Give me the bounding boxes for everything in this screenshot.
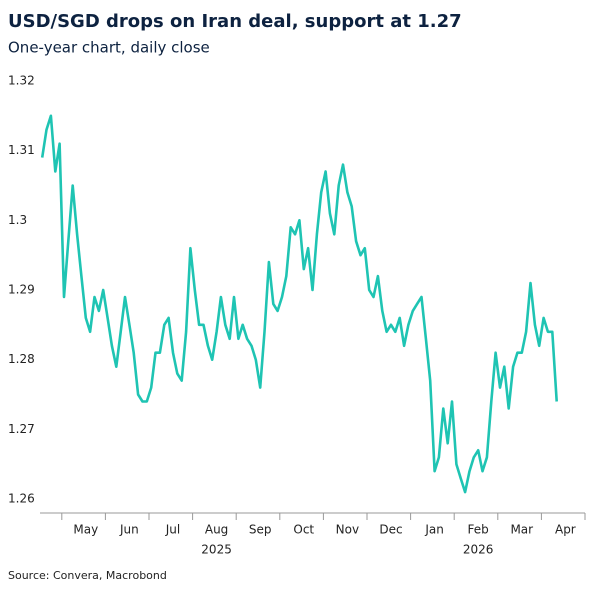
x-tick-label: Oct bbox=[293, 523, 314, 537]
x-tick-label: Apr bbox=[555, 523, 576, 537]
y-tick-label: 1.31 bbox=[8, 143, 35, 157]
source: Source: Convera, Macrobond bbox=[8, 569, 167, 582]
x-tick-label: Jan bbox=[424, 523, 444, 537]
x-tick-label: Jun bbox=[119, 523, 139, 537]
x-tick-label: Feb bbox=[468, 523, 489, 537]
y-tick-label: 1.27 bbox=[8, 422, 35, 436]
x-tick-label: Sep bbox=[249, 523, 272, 537]
y-tick-label: 1.3 bbox=[8, 213, 27, 227]
x-tick-label: Dec bbox=[379, 523, 402, 537]
chart-subtitle: One-year chart, daily close bbox=[8, 39, 210, 57]
x-tick-label: Jul bbox=[165, 523, 180, 537]
x-tick-label: Aug bbox=[205, 523, 228, 537]
y-tick-label: 1.32 bbox=[8, 73, 35, 87]
chart-title: USD/SGD drops on Iran deal, support at 1… bbox=[8, 11, 462, 32]
year-label: 2025 bbox=[201, 543, 232, 557]
y-tick-label: 1.26 bbox=[8, 492, 35, 506]
x-tick-label: Nov bbox=[336, 523, 359, 537]
year-label: 2026 bbox=[463, 543, 494, 557]
y-tick-label: 1.29 bbox=[8, 283, 35, 297]
line-series bbox=[40, 114, 558, 494]
y-tick-label: 1.28 bbox=[8, 352, 35, 366]
x-tick-label: Mar bbox=[510, 523, 533, 537]
x-tick-label: May bbox=[73, 523, 98, 537]
